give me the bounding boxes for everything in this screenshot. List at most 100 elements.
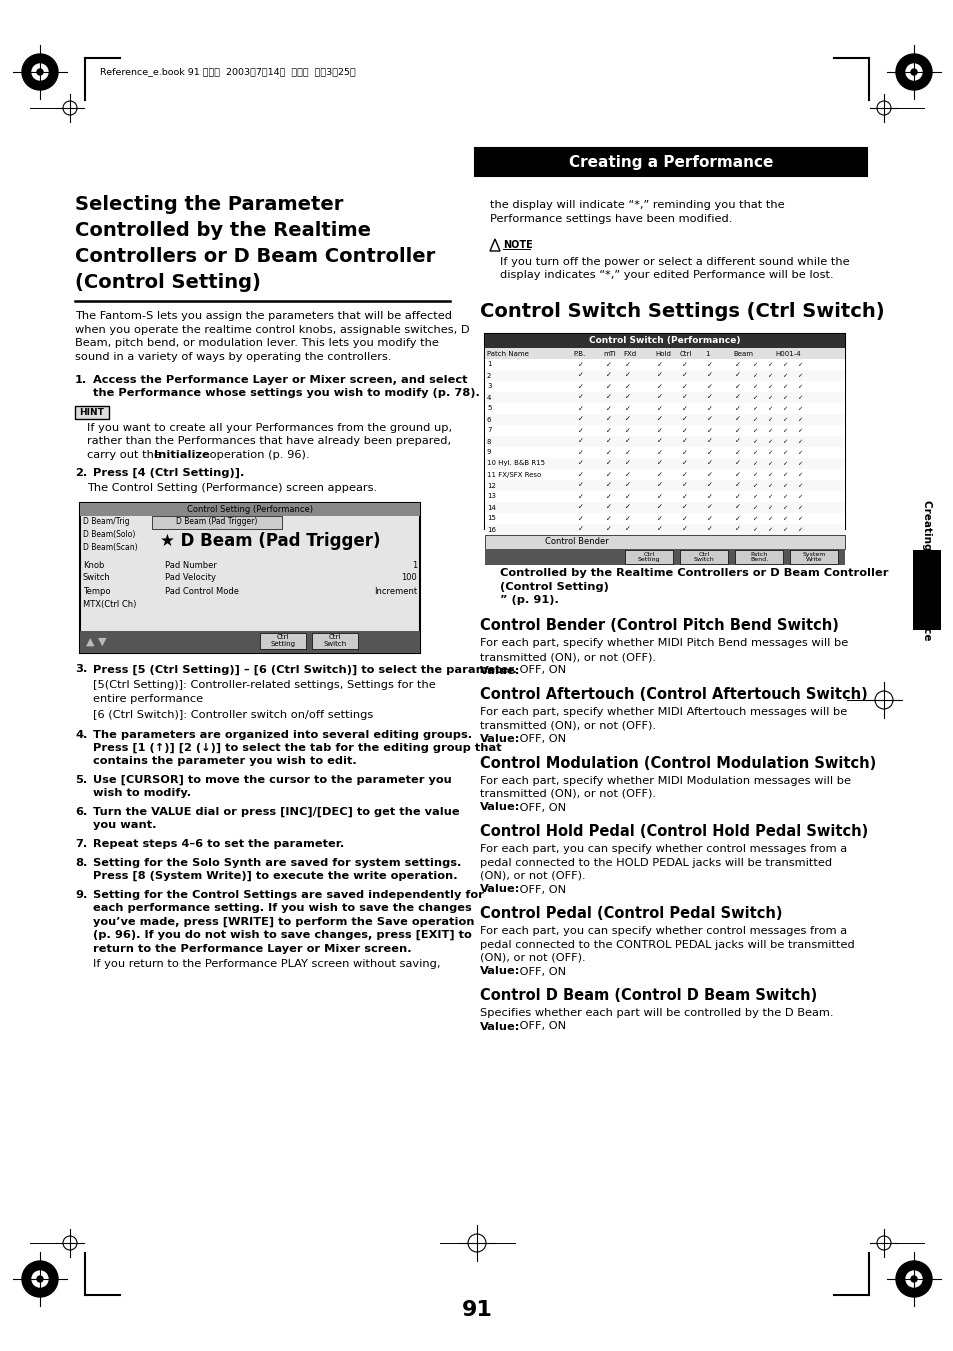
Text: ✓: ✓ bbox=[797, 471, 801, 477]
Text: return to the Performance Layer or Mixer screen.: return to the Performance Layer or Mixer… bbox=[92, 943, 411, 954]
Bar bbox=[80, 503, 419, 653]
Text: Value:: Value: bbox=[479, 802, 519, 812]
Text: ✓: ✓ bbox=[706, 439, 712, 444]
Text: ✓: ✓ bbox=[766, 471, 772, 477]
Bar bbox=[484, 480, 844, 490]
Text: ✓: ✓ bbox=[706, 362, 712, 367]
Bar bbox=[484, 370, 844, 381]
Text: ✓: ✓ bbox=[578, 427, 583, 434]
Text: 1: 1 bbox=[412, 561, 416, 570]
Text: ✓: ✓ bbox=[605, 461, 611, 466]
Text: ✓: ✓ bbox=[781, 494, 787, 499]
Text: Value:: Value: bbox=[479, 1021, 519, 1032]
Text: Ctrl
Setting: Ctrl Setting bbox=[638, 551, 659, 562]
Text: 16: 16 bbox=[486, 527, 496, 532]
Text: ✓: ✓ bbox=[578, 373, 583, 378]
Text: 2.: 2. bbox=[75, 467, 87, 477]
Text: (ON), or not (OFF).: (ON), or not (OFF). bbox=[479, 871, 585, 881]
Bar bbox=[475, 149, 866, 176]
Text: NOTE: NOTE bbox=[502, 240, 532, 250]
Text: ▼: ▼ bbox=[97, 636, 106, 647]
Text: ✓: ✓ bbox=[578, 450, 583, 455]
Bar bbox=[734, 550, 782, 563]
Text: ✓: ✓ bbox=[605, 394, 611, 400]
Text: ✓: ✓ bbox=[578, 527, 583, 532]
Text: ✓: ✓ bbox=[781, 516, 787, 521]
Text: ✓: ✓ bbox=[797, 494, 801, 499]
Text: ✓: ✓ bbox=[706, 482, 712, 489]
Text: Patch Name: Patch Name bbox=[486, 350, 528, 357]
Text: ✓: ✓ bbox=[752, 417, 757, 422]
Text: ✓: ✓ bbox=[681, 471, 687, 477]
Text: ✓: ✓ bbox=[657, 416, 662, 423]
Text: ✓: ✓ bbox=[681, 482, 687, 489]
Text: (ON), or not (OFF).: (ON), or not (OFF). bbox=[479, 952, 585, 963]
Bar bbox=[484, 334, 844, 349]
Text: ✓: ✓ bbox=[578, 461, 583, 466]
Bar bbox=[80, 503, 419, 516]
Circle shape bbox=[37, 69, 43, 76]
Text: ✓: ✓ bbox=[624, 373, 630, 378]
Text: ✓: ✓ bbox=[735, 471, 740, 477]
Text: ✓: ✓ bbox=[766, 450, 772, 455]
Text: ✓: ✓ bbox=[605, 527, 611, 532]
Circle shape bbox=[37, 1275, 43, 1282]
Text: ✓: ✓ bbox=[624, 450, 630, 455]
Text: entire performance: entire performance bbox=[92, 693, 203, 704]
Text: For details on the setting, refer to “: For details on the setting, refer to “ bbox=[499, 540, 701, 551]
Text: ✓: ✓ bbox=[797, 384, 801, 389]
Text: ✓: ✓ bbox=[797, 373, 801, 378]
Text: ✓: ✓ bbox=[735, 362, 740, 367]
Text: ✓: ✓ bbox=[657, 504, 662, 511]
Text: ✓: ✓ bbox=[681, 439, 687, 444]
Text: [5(Ctrl Setting)]: Controller-related settings, Settings for the: [5(Ctrl Setting)]: Controller-related se… bbox=[92, 680, 436, 690]
Text: you’ve made, press [WRITE] to perform the Save operation: you’ve made, press [WRITE] to perform th… bbox=[92, 916, 474, 927]
Text: Control Switch (Performance): Control Switch (Performance) bbox=[589, 336, 740, 346]
Text: ✓: ✓ bbox=[624, 527, 630, 532]
Text: Repeat steps 4–6 to set the parameter.: Repeat steps 4–6 to set the parameter. bbox=[92, 839, 344, 848]
Text: ✓: ✓ bbox=[681, 384, 687, 389]
Text: Ctrl
Switch: Ctrl Switch bbox=[323, 634, 346, 647]
Text: ✓: ✓ bbox=[657, 450, 662, 455]
Text: ✓: ✓ bbox=[735, 504, 740, 511]
Text: ✓: ✓ bbox=[781, 384, 787, 389]
Bar bbox=[80, 631, 419, 653]
Circle shape bbox=[22, 1260, 58, 1297]
Text: 1: 1 bbox=[486, 362, 491, 367]
Text: Selecting the Parameter: Selecting the Parameter bbox=[75, 195, 343, 213]
Text: 12: 12 bbox=[486, 482, 496, 489]
Text: ✓: ✓ bbox=[706, 450, 712, 455]
Text: transmitted (ON), or not (OFF).: transmitted (ON), or not (OFF). bbox=[479, 720, 656, 731]
Circle shape bbox=[910, 69, 916, 76]
Text: OFF, ON: OFF, ON bbox=[516, 1021, 565, 1032]
Text: FXd: FXd bbox=[622, 350, 636, 357]
Text: Initialize: Initialize bbox=[154, 450, 210, 459]
Text: pedal connected to the HOLD PEDAL jacks will be transmitted: pedal connected to the HOLD PEDAL jacks … bbox=[479, 858, 831, 867]
Bar bbox=[152, 516, 282, 528]
Text: ✓: ✓ bbox=[735, 405, 740, 412]
Text: ✓: ✓ bbox=[578, 362, 583, 367]
Text: Pad Velocity: Pad Velocity bbox=[165, 574, 215, 582]
Text: Control Setting (Performance): Control Setting (Performance) bbox=[187, 504, 313, 513]
Text: ✓: ✓ bbox=[605, 384, 611, 389]
Circle shape bbox=[905, 63, 921, 80]
Text: Control Modulation (Control Modulation Switch): Control Modulation (Control Modulation S… bbox=[479, 755, 876, 770]
Circle shape bbox=[895, 1260, 931, 1297]
Text: System
Write: System Write bbox=[801, 551, 825, 562]
Text: 4.: 4. bbox=[75, 730, 88, 739]
Text: ✓: ✓ bbox=[578, 516, 583, 521]
Text: OFF, ON: OFF, ON bbox=[516, 734, 565, 744]
Text: ✓: ✓ bbox=[752, 516, 757, 521]
Text: ✓: ✓ bbox=[624, 504, 630, 511]
Text: 1.: 1. bbox=[75, 376, 87, 385]
Text: ✓: ✓ bbox=[624, 493, 630, 500]
Text: 91: 91 bbox=[461, 1300, 492, 1320]
Text: ✓: ✓ bbox=[752, 471, 757, 477]
Text: OFF, ON: OFF, ON bbox=[516, 802, 565, 812]
Text: Knob: Knob bbox=[83, 561, 104, 570]
Text: ✓: ✓ bbox=[605, 471, 611, 477]
Text: Reference_e.book 91 ページ  2003年7朎14日  月曜日  午後3時25分: Reference_e.book 91 ページ 2003年7朎14日 月曜日 午… bbox=[100, 68, 355, 77]
Text: ✓: ✓ bbox=[797, 362, 801, 367]
Text: ✓: ✓ bbox=[735, 439, 740, 444]
Text: The parameters are organized into several editing groups.: The parameters are organized into severa… bbox=[92, 730, 472, 739]
